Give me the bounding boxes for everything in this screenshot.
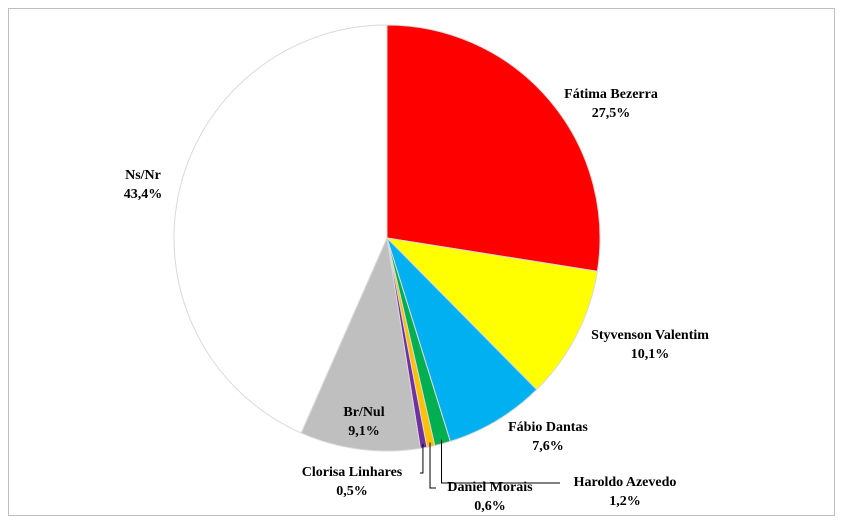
pie-slice	[300, 236, 421, 452]
slice-label: Br/Nul	[343, 405, 384, 420]
chart-frame	[8, 8, 835, 516]
pie-slice	[386, 237, 538, 443]
leader-line	[441, 439, 560, 484]
slice-value-label: 7,6%	[532, 439, 564, 454]
pie-slice	[173, 24, 388, 434]
slice-value-label: 0,6%	[474, 499, 506, 514]
leader-line	[429, 442, 436, 489]
slice-label: Ns/Nr	[125, 168, 161, 183]
slice-value-label: 1,2%	[609, 494, 641, 509]
slice-label: Daniel Morais	[447, 480, 533, 495]
leader-line	[420, 443, 424, 474]
slice-value-label: 27,5%	[592, 106, 631, 121]
slice-value-label: 43,4%	[124, 187, 163, 202]
slice-value-label: 9,1%	[348, 424, 380, 439]
slice-value-label: 0,5%	[336, 484, 368, 499]
slice-label: Clorisa Linhares	[302, 465, 403, 480]
slice-label: Fátima Bezerra	[564, 87, 658, 102]
pie-slice	[385, 237, 598, 391]
slice-value-label: 10,1%	[631, 347, 670, 362]
slice-label: Haroldo Azevedo	[574, 475, 677, 490]
slice-label: Styvenson Valentim	[591, 328, 709, 343]
slice-label: Fábio Dantas	[508, 420, 588, 435]
pie-slice	[386, 24, 601, 272]
